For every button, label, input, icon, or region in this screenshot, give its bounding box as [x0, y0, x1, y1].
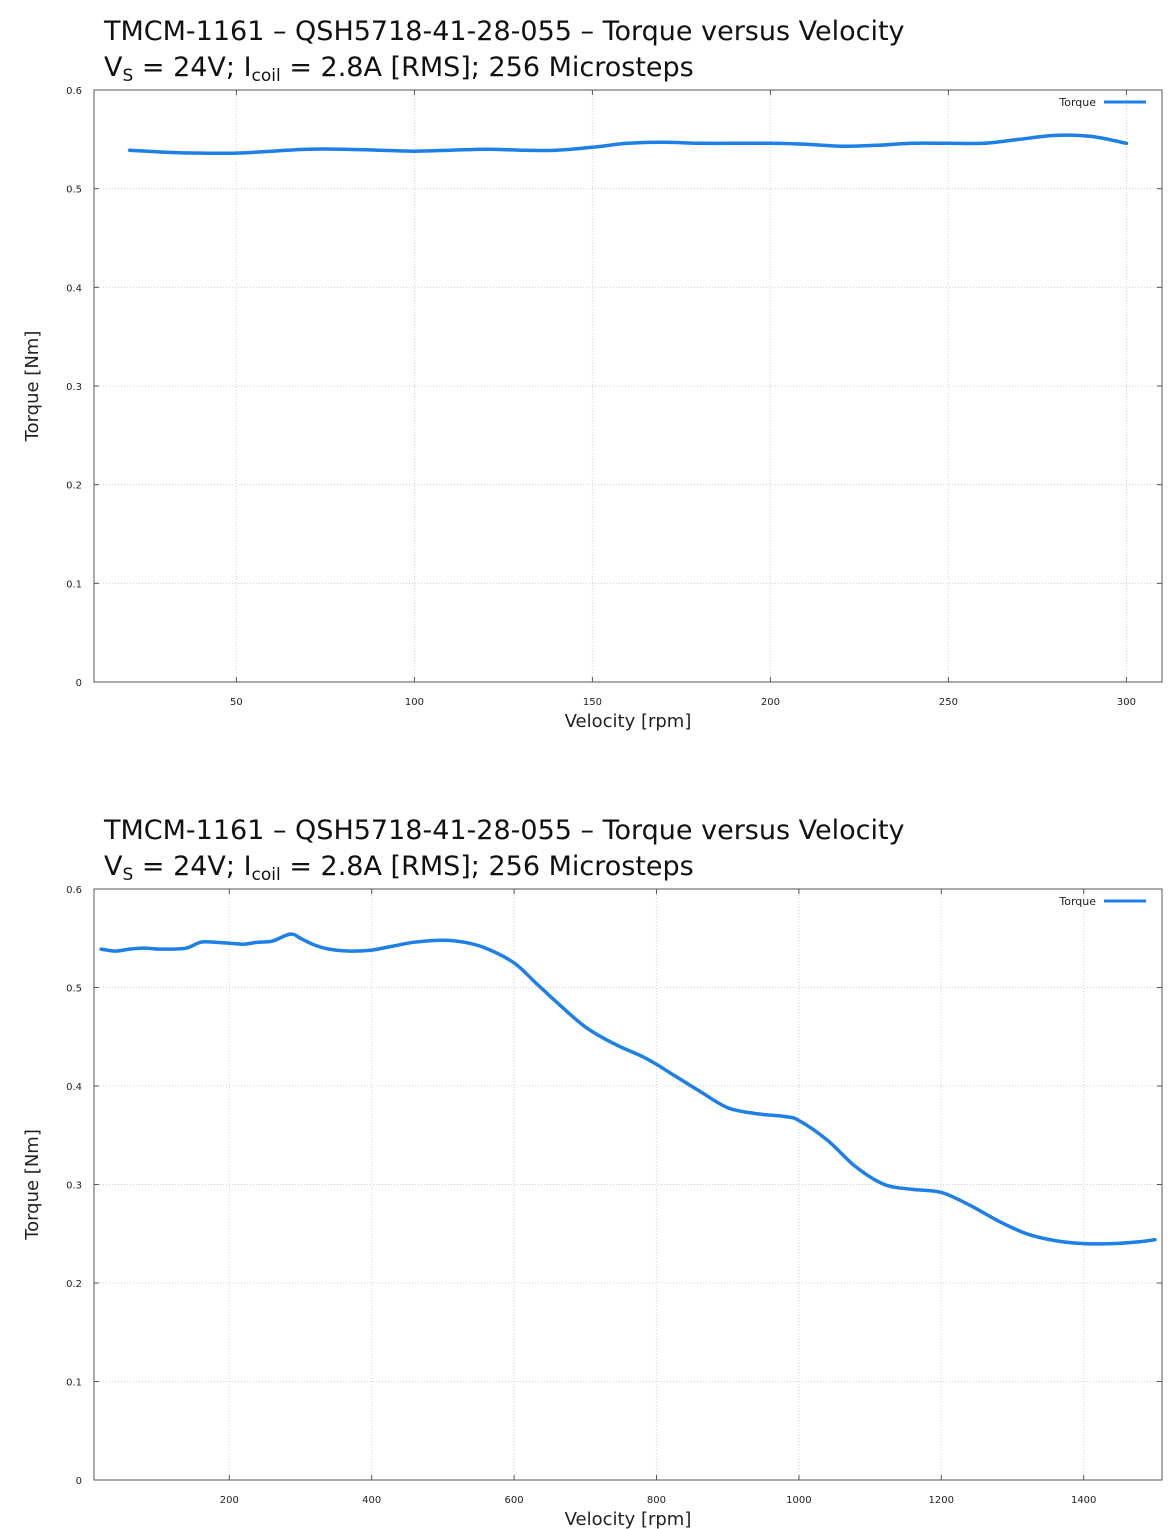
x-tick-label: 1000 [786, 1495, 811, 1506]
x-axis-label: Velocity [rpm] [565, 711, 692, 732]
y-tick-label: 0.1 [66, 579, 82, 590]
x-tick-label: 250 [939, 697, 958, 708]
y-tick-label: 0.6 [66, 86, 82, 97]
y-tick-label: 0.5 [66, 185, 82, 196]
torque-series-line [127, 133, 1129, 156]
torque-chart-bottom: TMCM-1161 – QSH5718-41-28-055 – Torque v… [22, 815, 1163, 1529]
chart-title: TMCM-1161 – QSH5718-41-28-055 – Torque v… [103, 815, 905, 846]
y-tick-label: 0.3 [66, 1181, 82, 1192]
x-tick-label: 200 [761, 697, 780, 708]
x-tick-label: 800 [647, 1495, 666, 1506]
x-tick-label: 1200 [929, 1495, 954, 1506]
y-tick-label: 0 [76, 1476, 82, 1487]
grid [94, 889, 1162, 1480]
legend-label: Torque [1058, 895, 1096, 908]
chart-subtitle: VS = 24V; Icoil = 2.8A [RMS]; 256 Micros… [104, 52, 694, 86]
x-tick-label: 100 [405, 697, 424, 708]
legend: Torque [1058, 895, 1146, 908]
y-tick-label: 0.5 [66, 984, 82, 995]
y-tick-label: 0.2 [66, 1279, 82, 1290]
y-tick-label: 0.4 [66, 1082, 82, 1093]
chart-subtitle: VS = 24V; Icoil = 2.8A [RMS]; 256 Micros… [104, 851, 694, 885]
x-tick-label: 600 [505, 1495, 524, 1506]
torque-series-line [99, 932, 1157, 1246]
x-tick-label: 150 [583, 697, 602, 708]
legend: Torque [1058, 96, 1146, 109]
x-tick-label: 400 [362, 1495, 381, 1506]
grid [94, 90, 1162, 682]
torque-chart-top: TMCM-1161 – QSH5718-41-28-055 – Torque v… [22, 16, 1163, 732]
y-tick-label: 0.2 [66, 481, 82, 492]
x-tick-label: 50 [230, 697, 243, 708]
y-axis-label: Torque [Nm] [22, 1129, 43, 1241]
y-tick-label: 0.1 [66, 1378, 82, 1389]
y-tick-label: 0.6 [66, 885, 82, 896]
y-tick-label: 0.3 [66, 382, 82, 393]
x-tick-label: 200 [220, 1495, 239, 1506]
x-tick-label: 1400 [1071, 1495, 1096, 1506]
y-axis-label: Torque [Nm] [22, 331, 43, 443]
x-tick-label: 300 [1117, 697, 1136, 708]
legend-label: Torque [1058, 96, 1096, 109]
axis-ticks: 50 100 150 200 250 300 0 0.1 0.2 0.3 0.4 0.5 0.6 [66, 86, 1162, 708]
axis-ticks: 200 400 600 800 1000 1200 1400 0 0.1 0.2 0.3 0.4 0.5… [66, 885, 1162, 1506]
chart-title: TMCM-1161 – QSH5718-41-28-055 – Torque v… [103, 16, 905, 47]
x-axis-label: Velocity [rpm] [565, 1509, 692, 1529]
y-tick-label: 0 [76, 678, 82, 689]
y-tick-label: 0.4 [66, 283, 82, 294]
